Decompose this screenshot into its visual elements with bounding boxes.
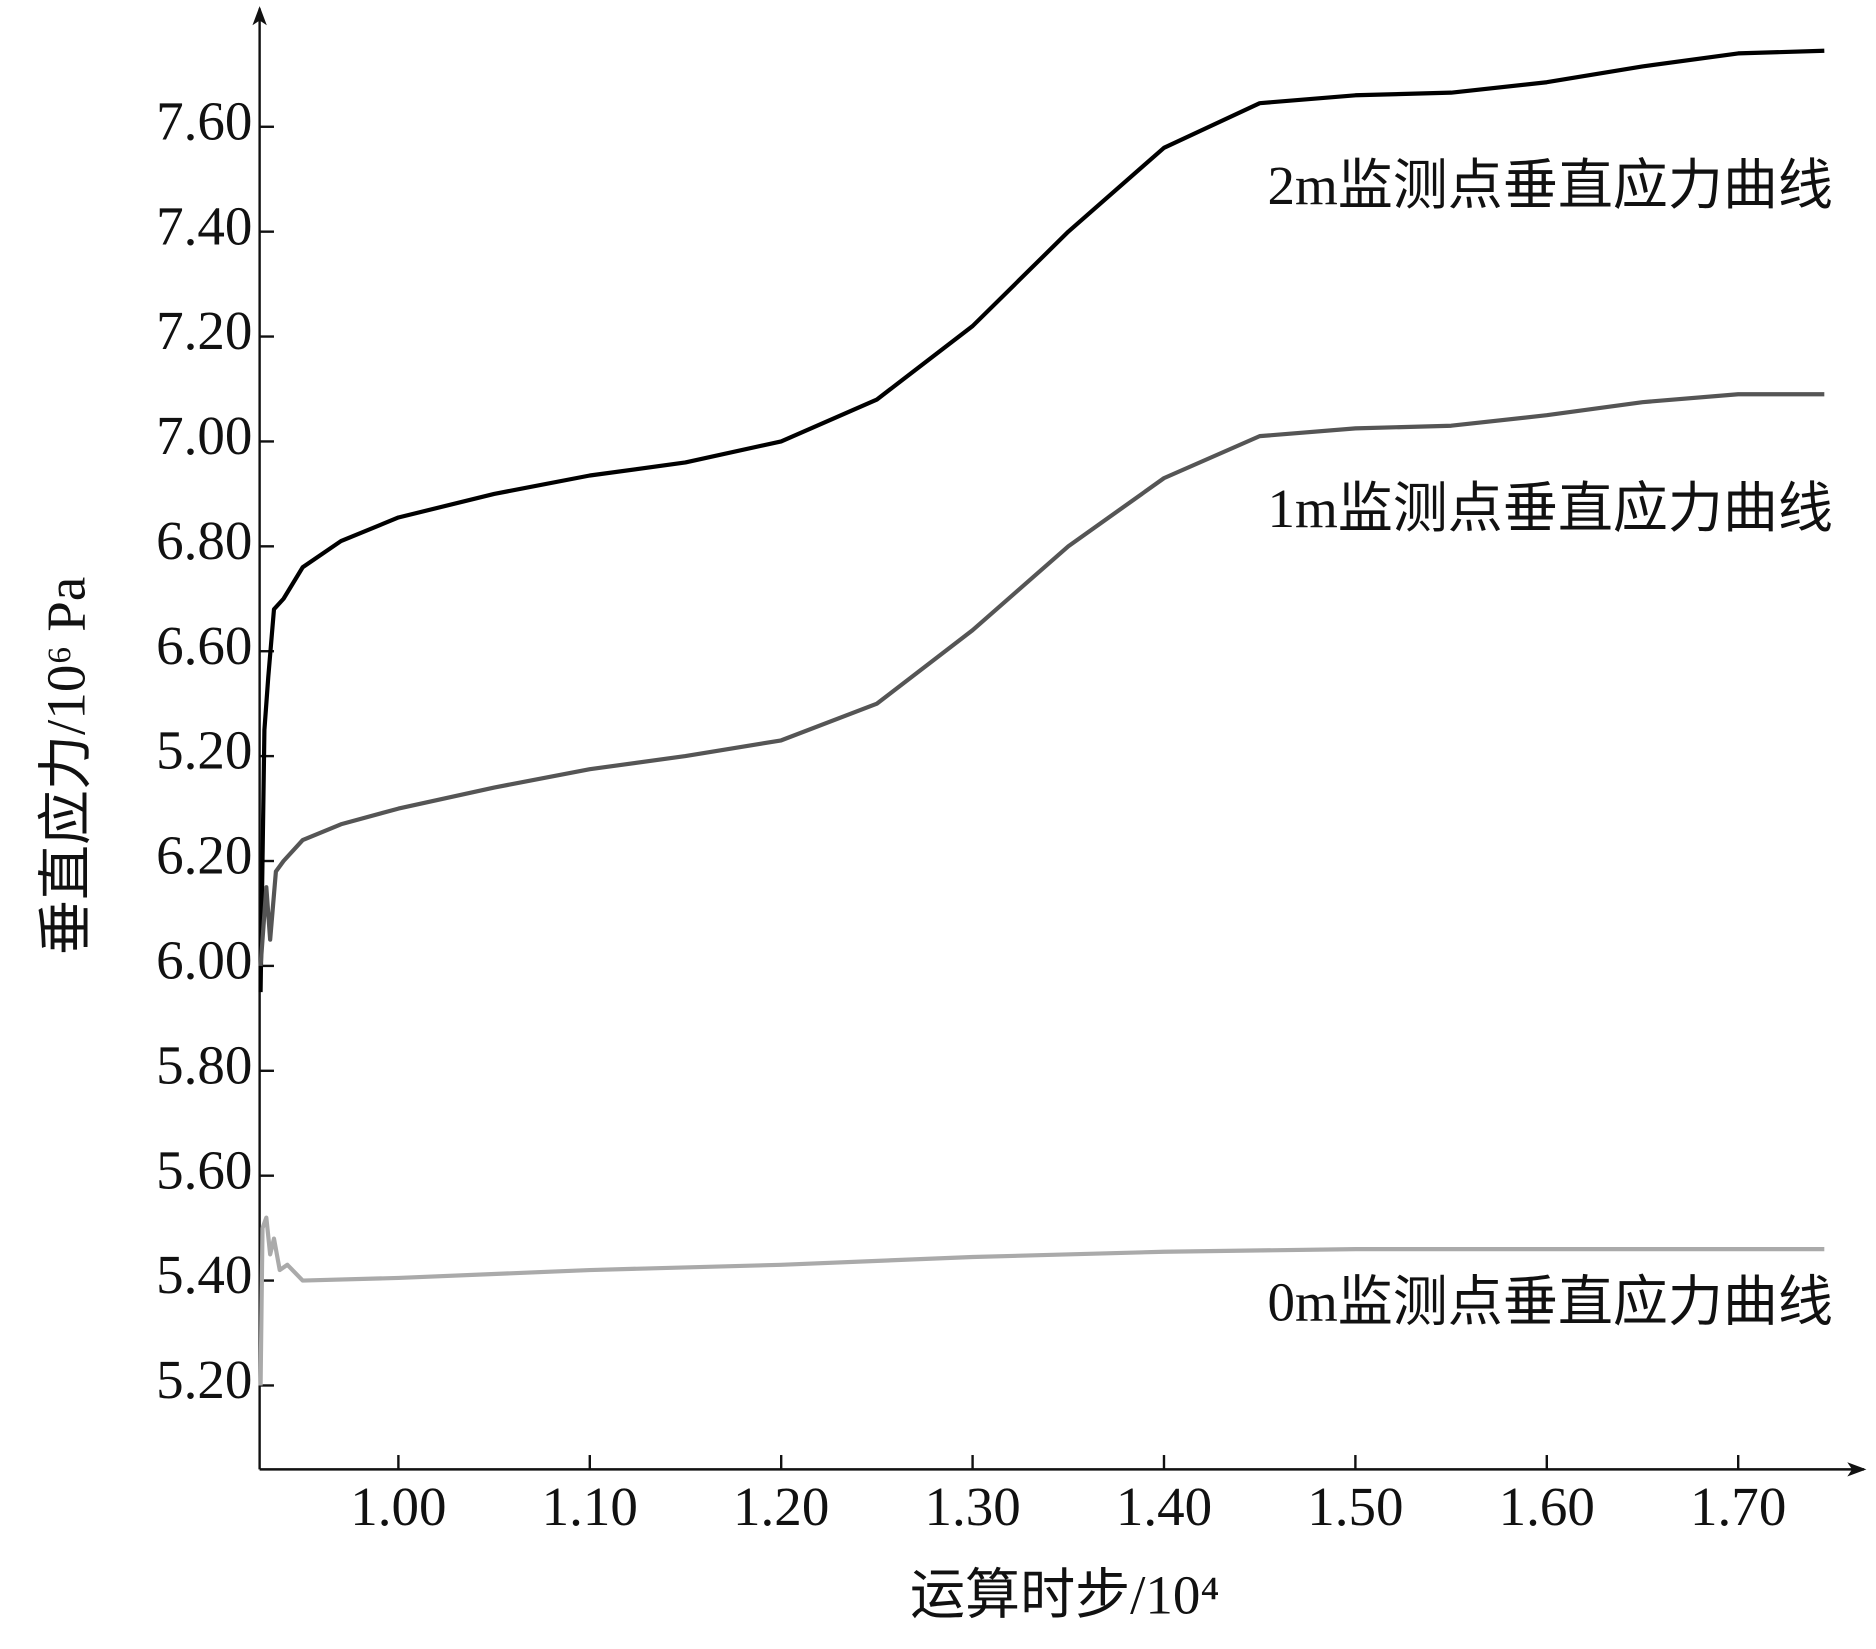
y-tick-label: 6.60: [156, 615, 252, 676]
y-tick-label: 5.20: [156, 720, 252, 781]
x-axis-label: 运算时步/10⁴: [910, 1565, 1220, 1626]
y-tick-label: 5.80: [156, 1034, 252, 1095]
y-tick-label: 7.00: [156, 405, 252, 466]
y-tick-label: 6.00: [156, 930, 252, 991]
y-tick-label: 5.20: [156, 1349, 252, 1410]
x-axis-arrow: [1847, 1462, 1867, 1477]
x-tick-label: 1.30: [924, 1476, 1020, 1537]
y-tick-label: 7.40: [156, 195, 252, 256]
y-axis-arrow: [252, 6, 267, 26]
y-tick-label: 5.40: [156, 1244, 252, 1305]
x-tick-label: 1.40: [1116, 1476, 1212, 1537]
x-tick-label: 1.20: [733, 1476, 829, 1537]
y-tick-label: 6.80: [156, 510, 252, 571]
series-label: 0m监测点垂直应力曲线: [1267, 1271, 1832, 1332]
y-tick-label: 5.60: [156, 1139, 252, 1200]
series-label: 2m监测点垂直应力曲线: [1267, 155, 1832, 216]
x-tick-label: 1.50: [1307, 1476, 1403, 1537]
y-tick-label: 6.20: [156, 825, 252, 886]
x-tick-label: 1.00: [350, 1476, 446, 1537]
y-axis-label: 垂直应力/10⁶ Pa: [35, 577, 96, 955]
x-tick-label: 1.10: [542, 1476, 638, 1537]
series-line: [258, 48, 1825, 993]
x-tick-label: 1.60: [1499, 1476, 1595, 1537]
y-tick-label: 7.20: [156, 300, 252, 361]
series-line: [258, 1215, 1825, 1386]
x-tick-label: 1.70: [1690, 1476, 1786, 1537]
series-line: [258, 392, 1825, 967]
series-label: 1m监测点垂直应力曲线: [1267, 478, 1832, 539]
y-tick-label: 7.60: [156, 90, 252, 151]
